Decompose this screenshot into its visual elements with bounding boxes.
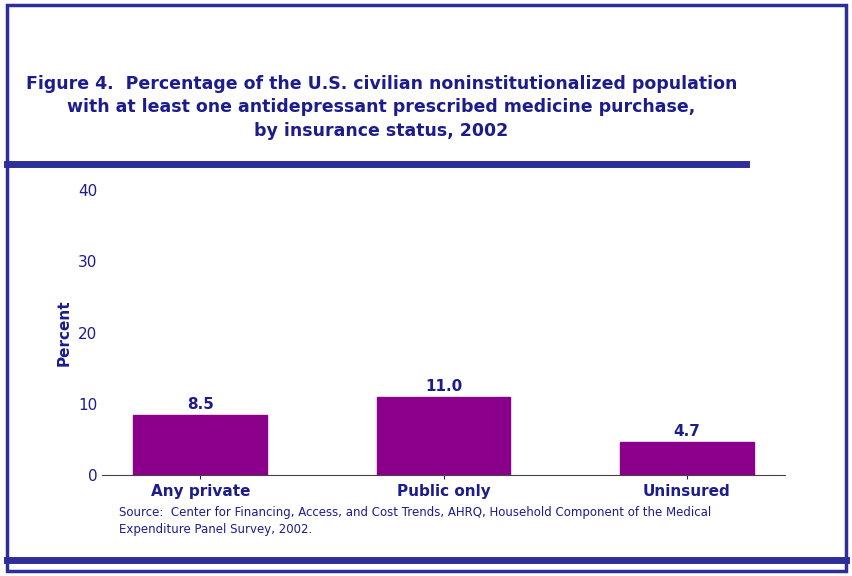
- Bar: [133, 415, 267, 475]
- Bar: [619, 442, 753, 475]
- Text: Figure 4.  Percentage of the U.S. civilian noninstitutionalized population
with : Figure 4. Percentage of the U.S. civilia…: [26, 75, 736, 140]
- Text: 11.0: 11.0: [424, 379, 462, 394]
- Text: 8.5: 8.5: [187, 397, 214, 412]
- Text: 4.7: 4.7: [672, 424, 699, 439]
- Bar: [377, 397, 509, 475]
- Text: Source:  Center for Financing, Access, and Cost Trends, AHRQ, Household Componen: Source: Center for Financing, Access, an…: [119, 506, 711, 536]
- Y-axis label: Percent: Percent: [56, 300, 71, 366]
